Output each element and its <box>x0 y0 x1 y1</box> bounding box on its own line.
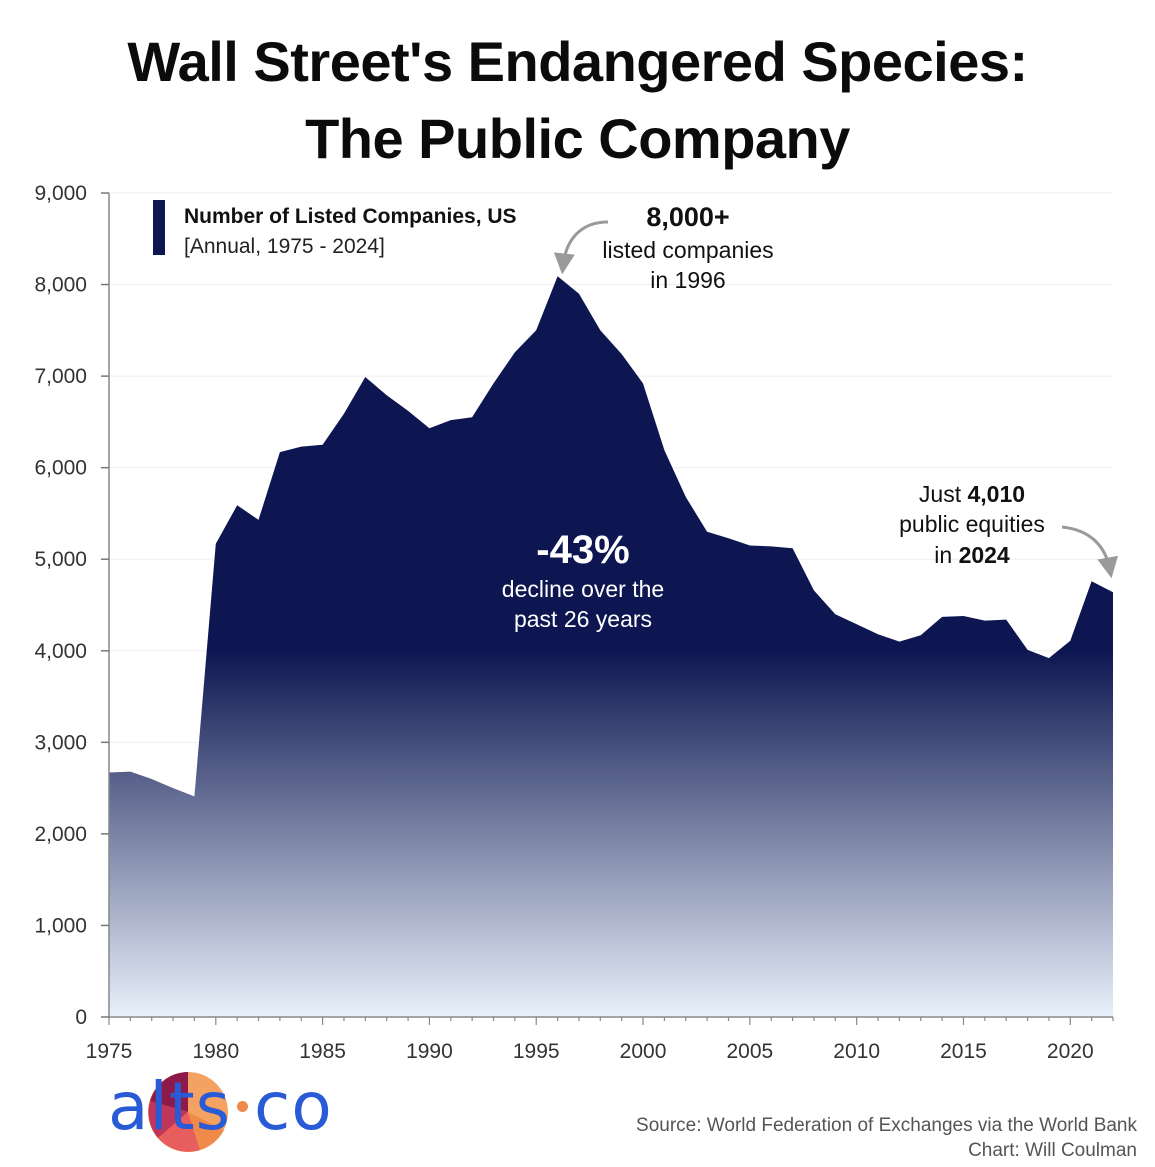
x-tick-label: 1980 <box>192 1040 239 1063</box>
end-annotation-line1: Just 4,010 <box>919 481 1025 507</box>
area-series <box>109 276 1113 1017</box>
legend-swatch <box>153 200 165 255</box>
x-tick-label: 1985 <box>299 1040 346 1063</box>
y-tick-label: 3,000 <box>34 731 87 754</box>
chart-title-line2: The Public Company <box>305 107 850 170</box>
decline-annotation-value: -43% <box>536 528 629 572</box>
y-tick-label: 5,000 <box>34 548 87 571</box>
x-tick-label: 2005 <box>726 1040 773 1063</box>
y-tick-label: 7,000 <box>34 365 87 388</box>
x-tick-label: 2020 <box>1047 1040 1094 1063</box>
x-tick-label: 1990 <box>406 1040 453 1063</box>
y-tick-label: 1,000 <box>34 914 87 937</box>
end-annotation-value: 4,010 <box>968 481 1026 507</box>
logo-dot <box>237 1101 249 1113</box>
axes <box>108 193 1113 1018</box>
chart-credit-line: Chart: Will Coulman <box>968 1140 1137 1161</box>
x-axis-ticks: 1975 1980 1985 1990 1995 2000 2005 2010 2015 2020 <box>86 1017 1114 1063</box>
end-annotation-line2: public equities <box>899 511 1045 537</box>
x-tick-label: 2015 <box>940 1040 987 1063</box>
y-tick-label: 8,000 <box>34 274 87 297</box>
chart-title-line1: Wall Street's Endangered Species: <box>127 30 1028 93</box>
x-tick-label: 2010 <box>833 1040 880 1063</box>
logo-wordmark: alts co <box>108 1074 333 1140</box>
source-note: Source: World Federation of Exchanges vi… <box>636 1113 1137 1163</box>
legend-subtitle: [Annual, 1975 - 2024] <box>184 235 385 258</box>
y-tick-label: 9,000 <box>34 182 87 205</box>
source-line: Source: World Federation of Exchanges vi… <box>636 1115 1137 1136</box>
peak-annotation-line3: in 1996 <box>650 267 725 293</box>
x-tick-label: 1975 <box>86 1040 133 1063</box>
y-tick-label: 2,000 <box>34 823 87 846</box>
peak-annotation-value: 8,000+ <box>646 202 729 232</box>
legend-title: Number of Listed Companies, US <box>184 205 517 228</box>
logo-text-right: co <box>254 1068 333 1145</box>
end-arrow <box>1061 525 1119 579</box>
end-annotation-line3-pre: in <box>934 542 958 568</box>
decline-annotation-line2: decline over the <box>502 576 664 602</box>
x-tick-label: 1995 <box>513 1040 560 1063</box>
decline-annotation-line3: past 26 years <box>514 606 652 632</box>
end-annotation-year: 2024 <box>959 542 1010 568</box>
logo-text-left: alts <box>108 1068 232 1145</box>
y-axis-ticks: 0 1,000 2,000 3,000 4,000 5,000 6,000 7,000 8,00… <box>34 182 109 1029</box>
x-tick-label: 2000 <box>620 1040 667 1063</box>
logo-mark-icon <box>148 1072 228 1152</box>
peak-annotation-line2: listed companies <box>602 237 773 263</box>
end-annotation-pre: Just <box>919 481 968 507</box>
y-tick-label: 4,000 <box>34 640 87 663</box>
y-tick-label: 6,000 <box>34 457 87 480</box>
y-tick-label: 0 <box>75 1006 87 1029</box>
peak-arrow <box>553 220 609 275</box>
end-annotation-line3: in 2024 <box>934 542 1010 568</box>
